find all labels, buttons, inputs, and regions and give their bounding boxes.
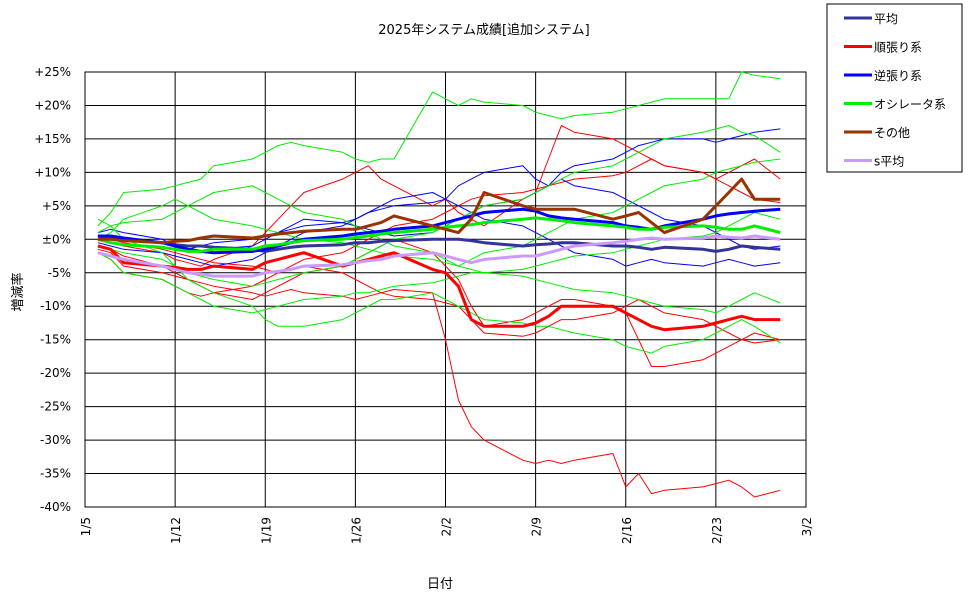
x-tick-label: 1/5: [79, 517, 93, 536]
x-tick-label: 1/26: [349, 517, 363, 544]
x-axis-ticks: 1/5 1/12 1/19 1/26 2/2 2/9 2/16 2/23 3/2: [79, 517, 814, 544]
system-line-9: [97, 252, 781, 344]
x-tick-label: 3/2: [800, 517, 814, 536]
y-tick-label: -40%: [40, 500, 71, 514]
y-tick-label: -5%: [48, 266, 71, 280]
legend-box: [826, 3, 963, 173]
x-axis-label: 日付: [427, 577, 453, 592]
system-line-14: [97, 71, 781, 227]
y-tick-label: +15%: [34, 132, 71, 146]
legend-label: s平均: [874, 155, 904, 169]
y-axis-label: 増減率: [10, 272, 26, 311]
y-tick-label: -10%: [40, 299, 71, 313]
series-line-5: [97, 234, 781, 278]
y-tick-label: -30%: [40, 433, 71, 447]
y-tick-label: +20%: [34, 98, 71, 112]
system-line-18: [97, 158, 781, 267]
y-tick-label: -20%: [40, 366, 71, 380]
x-tick-label: 2/23: [710, 517, 724, 544]
y-tick-label: -15%: [40, 333, 71, 347]
y-tick-label: -25%: [40, 400, 71, 414]
x-tick-label: 2/2: [440, 517, 454, 536]
legend-label: 逆張り系: [874, 68, 922, 83]
chart-title: 2025年システム成績[追加システム]: [378, 22, 589, 38]
legend-label: 平均: [874, 12, 898, 26]
series-line-4: [97, 177, 781, 245]
system-line-15: [97, 218, 781, 354]
system-line-17: [97, 198, 781, 314]
system-line-19: [97, 212, 781, 314]
y-tick-label: -35%: [40, 467, 71, 481]
x-tick-label: 1/12: [169, 517, 183, 544]
system-line-10: [97, 158, 781, 274]
x-tick-label: 2/9: [530, 517, 544, 536]
y-tick-label: +5%: [42, 199, 71, 213]
y-tick-label: +25%: [34, 65, 71, 79]
y-tick-label: ±0%: [42, 232, 71, 246]
x-tick-label: 1/19: [259, 517, 273, 544]
thick-series-group: [97, 177, 781, 332]
grid-lines: [84, 71, 807, 508]
system-line-6: [97, 248, 781, 498]
legend-label: オシレータ系: [874, 98, 946, 112]
x-tick-label: 2/16: [620, 517, 634, 544]
legend-label: その他: [874, 126, 910, 140]
y-axis-ticks: +25% +20% +15% +10% +5% ±0% -5% -10% -15% -20% -25…: [34, 65, 71, 514]
series-line-1: [97, 244, 781, 332]
y-tick-label: +10%: [34, 165, 71, 179]
system-line-12: [97, 198, 781, 267]
legend-label: 順張り系: [874, 41, 922, 55]
series-line-0: [97, 234, 781, 253]
